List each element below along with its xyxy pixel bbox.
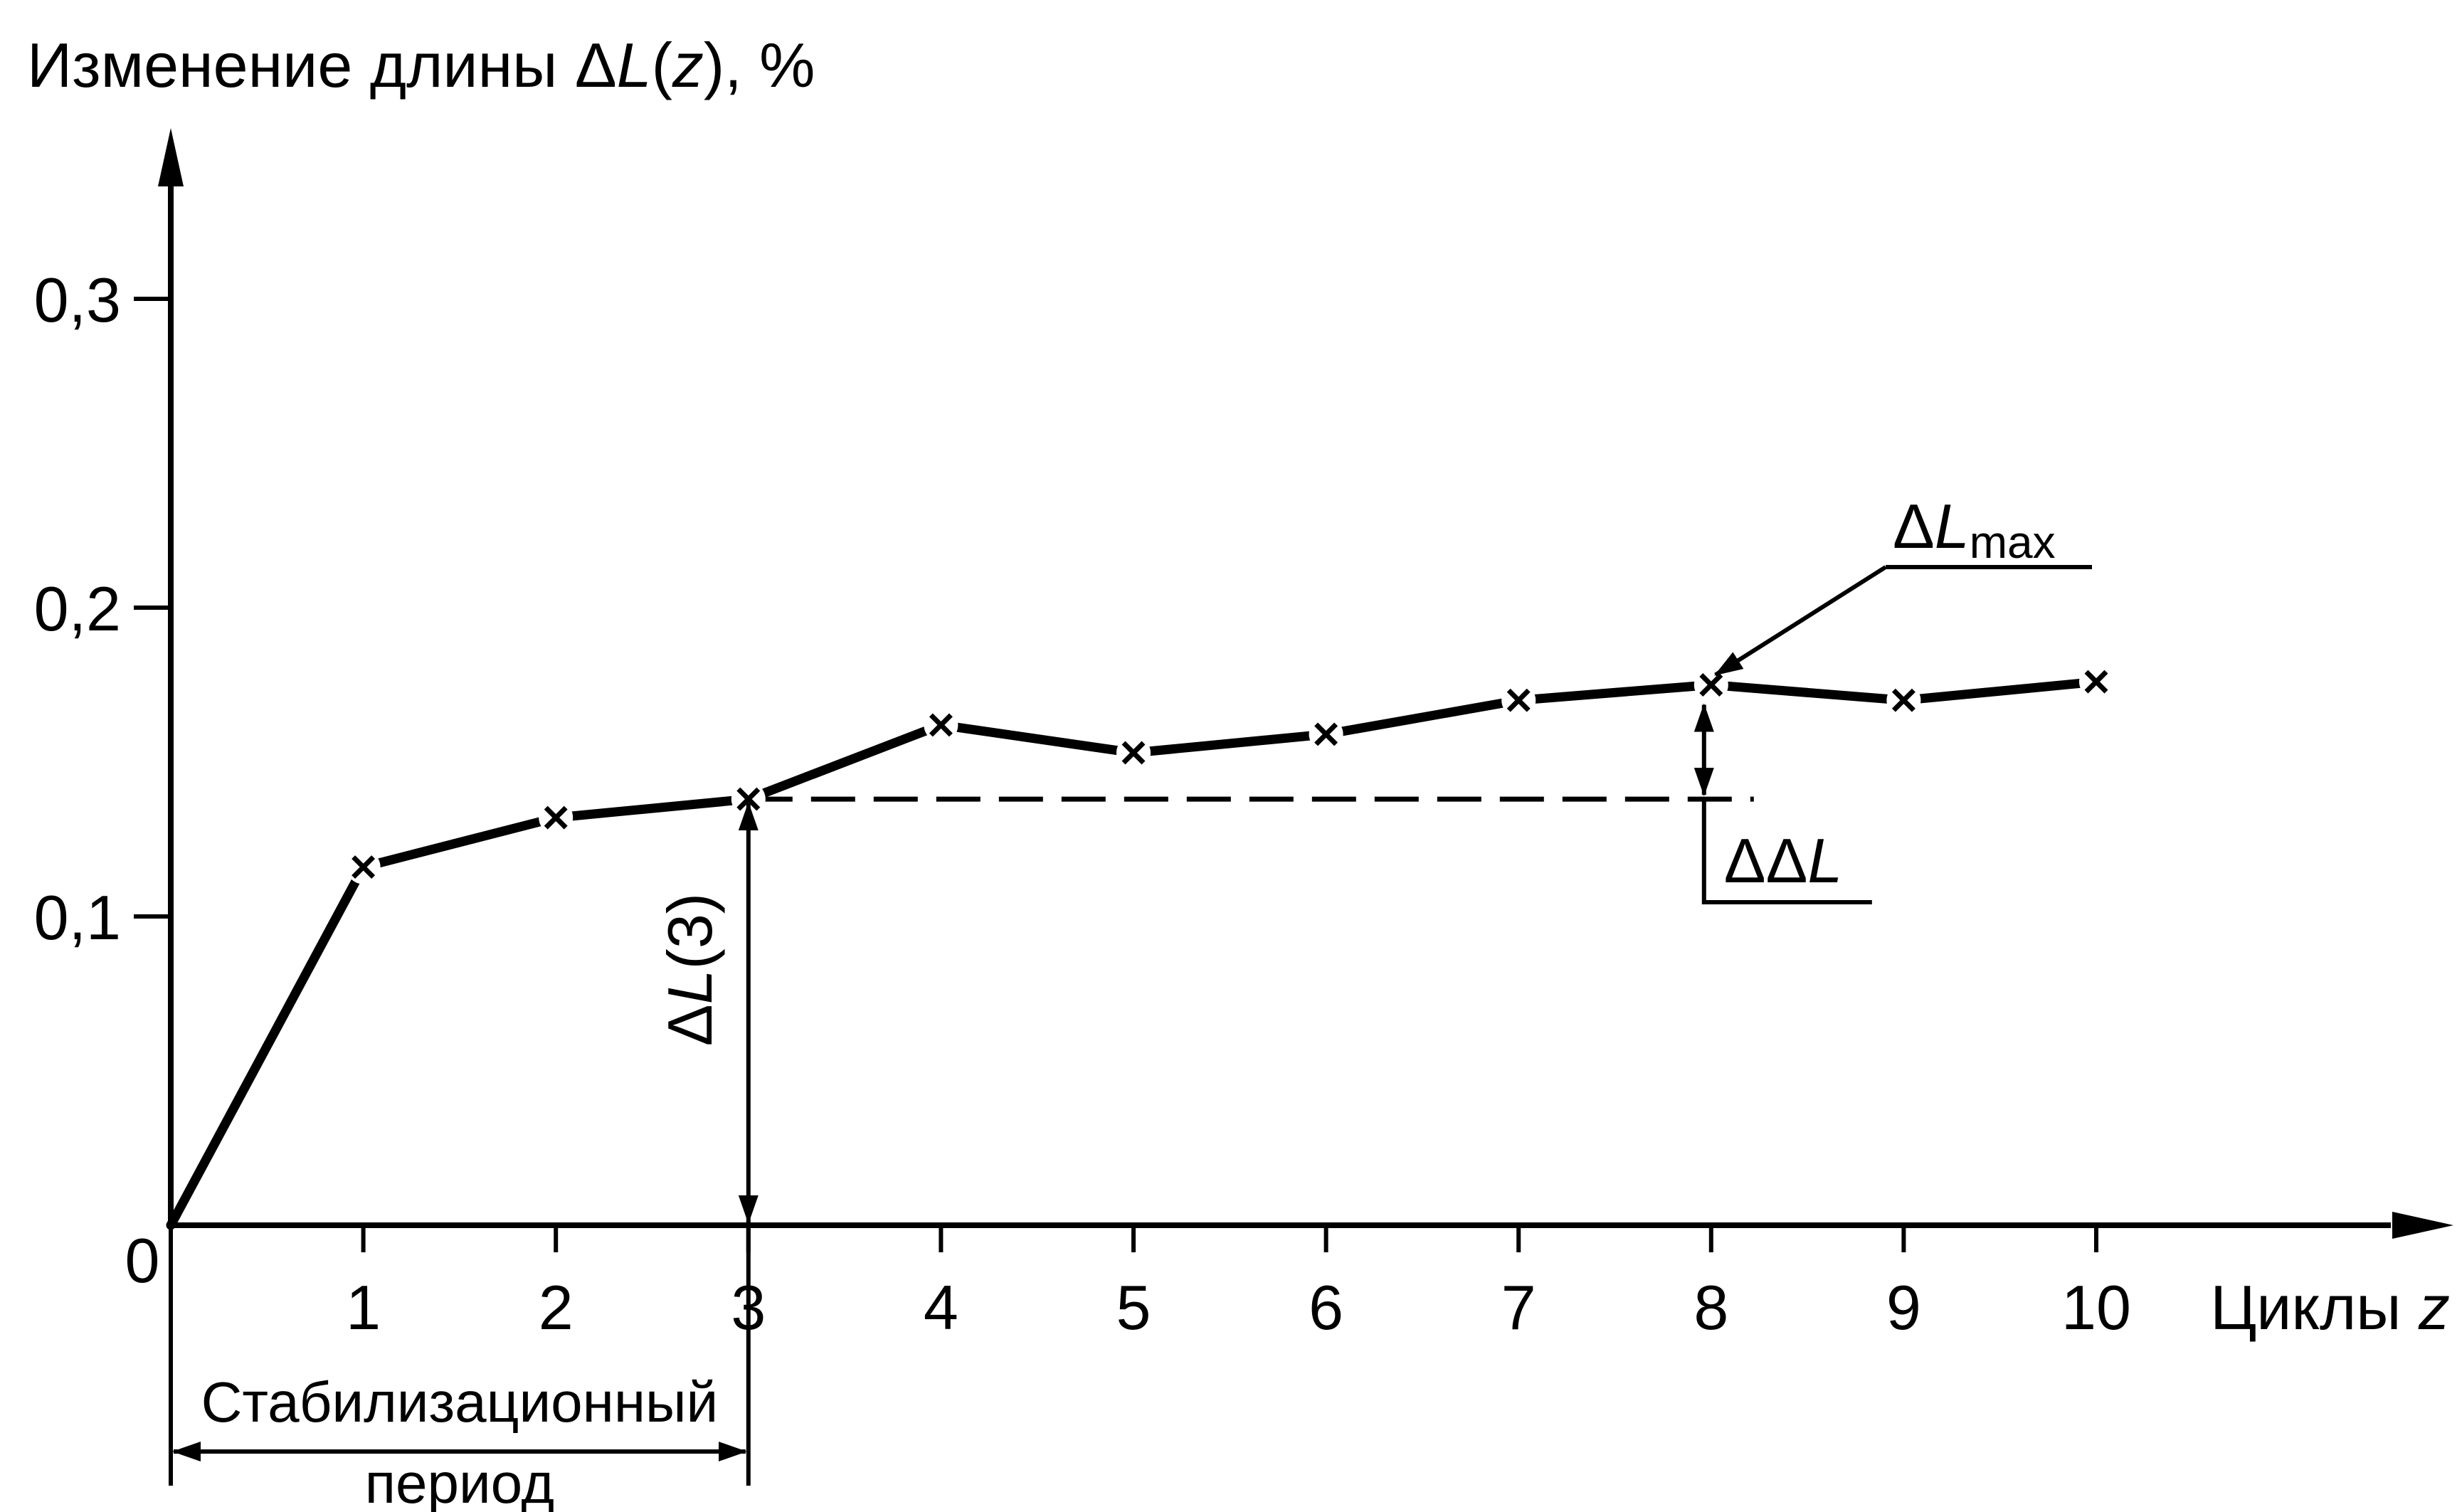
data-point-cross bbox=[1891, 688, 1916, 712]
stab-label-line1: Стабилизационный bbox=[201, 1370, 719, 1434]
data-point-cross bbox=[1121, 741, 1146, 765]
data-point-cross bbox=[544, 805, 568, 830]
x-tick-label: 10 bbox=[2061, 1272, 2131, 1343]
dl3-annotation: ΔL(3) bbox=[655, 802, 759, 1224]
y-tick-label: 0,1 bbox=[34, 882, 121, 953]
y-label-prefix: Изменение длины bbox=[27, 30, 575, 100]
y-label-open: ( bbox=[652, 30, 672, 100]
dl3-delta: Δ bbox=[655, 1004, 725, 1046]
origin-label: 0 bbox=[125, 1225, 160, 1296]
ddl-var: L bbox=[1807, 825, 1842, 896]
dlmax-annotation: ΔLmax bbox=[1714, 491, 2092, 677]
data-point bbox=[1501, 683, 1536, 718]
x-tick-label: 5 bbox=[1116, 1272, 1151, 1343]
dl3-label: ΔL(3) bbox=[655, 893, 725, 1046]
x-tick-label: 6 bbox=[1309, 1272, 1343, 1343]
data-point bbox=[1116, 735, 1151, 770]
data-point-cross bbox=[1314, 722, 1338, 746]
data-point bbox=[1309, 717, 1343, 751]
y-axis-arrowhead bbox=[158, 128, 184, 186]
x-tick-label: 4 bbox=[924, 1272, 958, 1343]
data-point bbox=[1886, 683, 1921, 718]
dlmax-delta: Δ bbox=[1893, 491, 1935, 561]
x-tick-label: 1 bbox=[346, 1272, 381, 1343]
y-label-close: ), % bbox=[704, 30, 815, 100]
x-tick-label: 7 bbox=[1501, 1272, 1536, 1343]
ddl-leader-line bbox=[1701, 799, 1872, 904]
y-label-delta: Δ bbox=[575, 30, 617, 100]
x-axis-arrowhead bbox=[2392, 1212, 2453, 1239]
stab-label-line2: период bbox=[365, 1452, 554, 1512]
data-point bbox=[346, 850, 381, 884]
data-point-cross bbox=[1506, 688, 1531, 712]
x-tick-label: 8 bbox=[1694, 1272, 1728, 1343]
data-point-cross bbox=[929, 713, 953, 737]
dl3-rest: (3) bbox=[655, 893, 725, 970]
y-tick-label: 0,3 bbox=[34, 265, 121, 335]
dl3-var: L bbox=[655, 969, 725, 1004]
ddl-annotation: ΔΔL bbox=[1694, 703, 1872, 904]
y-tick-label: 0,2 bbox=[34, 573, 121, 644]
dlmax-arrow bbox=[1714, 565, 1887, 677]
x-tick-label: 2 bbox=[539, 1272, 574, 1343]
stabilization-period: Стабилизационный период bbox=[169, 1225, 751, 1512]
dlmax-var: L bbox=[1935, 491, 1970, 561]
ddl-delta: ΔΔ bbox=[1724, 825, 1808, 896]
y-label-var: L bbox=[617, 30, 652, 100]
data-point-cross bbox=[1699, 673, 1723, 697]
y-ticks: 0,1 0,2 0,3 bbox=[34, 265, 171, 953]
dlmax-label: ΔLmax bbox=[1893, 491, 2056, 568]
dlmax-sub: max bbox=[1970, 517, 2056, 568]
data-point-cross bbox=[2084, 670, 2108, 694]
x-axis-label: Циклы z bbox=[2210, 1272, 2450, 1343]
x-tick-label: 9 bbox=[1886, 1272, 1921, 1343]
y-label-arg: z bbox=[672, 30, 704, 100]
ddl-label: ΔΔL bbox=[1724, 825, 1843, 896]
x-ticks: 1 2 3 4 5 6 7 8 9 10 bbox=[346, 1225, 2131, 1343]
data-point bbox=[539, 800, 574, 835]
x-label-text: Циклы bbox=[2210, 1272, 2419, 1343]
data-point bbox=[1694, 667, 1728, 702]
series bbox=[166, 665, 2113, 1230]
axes bbox=[158, 128, 2453, 1239]
y-axis-label: Изменение длины ΔL(z), % bbox=[27, 30, 815, 100]
data-point bbox=[924, 707, 958, 742]
x-label-var: z bbox=[2418, 1272, 2450, 1343]
data-point bbox=[2079, 665, 2113, 699]
data-point-cross bbox=[352, 855, 376, 879]
